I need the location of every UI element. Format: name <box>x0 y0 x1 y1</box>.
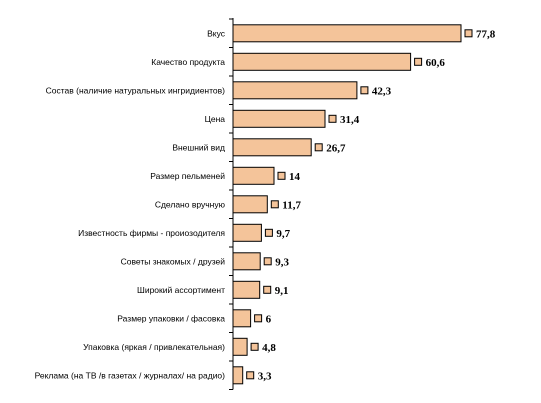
value-marker <box>277 171 286 180</box>
bar <box>232 252 261 271</box>
category-label: Советы знакомых / друзей <box>121 256 226 266</box>
category-label: Размер упаковки / фасовка <box>117 313 225 323</box>
value-labels: 77,8 60,6 42,3 31,4 26,7 14 11,7 9,7 9,3 9,1 6 4,8 3… <box>246 28 496 382</box>
value-label: 6 <box>266 313 272 325</box>
category-label: Качество продукта <box>151 57 225 67</box>
value-marker <box>264 228 273 237</box>
value-label: 9,1 <box>275 285 289 297</box>
bar <box>232 280 261 299</box>
value-marker <box>328 114 337 123</box>
bar <box>232 366 244 385</box>
bar <box>232 166 275 185</box>
category-label: Размер пельменей <box>150 171 225 181</box>
category-label: Упаковка (яркая / привлекательная) <box>83 342 225 352</box>
value-marker <box>464 29 473 38</box>
value-marker <box>263 285 272 294</box>
value-label: 9,3 <box>275 256 289 268</box>
value-marker <box>360 86 369 95</box>
bar <box>232 195 268 214</box>
value-label: 60,6 <box>426 57 446 69</box>
bar <box>232 52 412 71</box>
category-label: Цена <box>205 114 226 124</box>
value-label: 77,8 <box>476 28 496 40</box>
value-label: 42,3 <box>372 85 392 97</box>
value-marker <box>314 143 323 152</box>
bar <box>232 337 248 356</box>
bars-layer <box>232 24 462 385</box>
category-label: Широкий ассортимент <box>137 285 225 295</box>
category-label: Реклама (на ТВ /в газетах / журналах/ на… <box>35 370 226 380</box>
value-label: 11,7 <box>282 199 301 211</box>
value-marker <box>414 57 423 66</box>
value-marker <box>246 371 255 380</box>
value-marker <box>250 342 259 351</box>
value-label: 4,8 <box>262 342 276 354</box>
category-label: Внешний вид <box>172 142 225 152</box>
category-label: Сделано вручную <box>155 199 226 209</box>
value-label: 3,3 <box>258 370 272 382</box>
bar <box>232 24 462 43</box>
bar <box>232 138 312 157</box>
category-label: Состав (наличие натуральных ингридиентов… <box>46 85 226 95</box>
bar <box>232 109 326 128</box>
category-label: Вкус <box>207 28 226 38</box>
category-labels: Вкус Качество продукта Состав (наличие нат… <box>35 28 226 380</box>
value-label: 9,7 <box>276 228 290 240</box>
bar <box>232 309 252 328</box>
category-label: Известность фирмы - проиозодителя <box>78 228 225 238</box>
bar <box>232 81 358 100</box>
axis-layer <box>229 18 234 390</box>
value-label: 31,4 <box>340 114 360 126</box>
value-marker <box>254 314 263 323</box>
value-marker <box>270 200 279 209</box>
value-marker <box>263 257 272 266</box>
bar <box>232 223 262 242</box>
value-label: 14 <box>289 171 301 183</box>
value-label: 26,7 <box>326 142 346 154</box>
